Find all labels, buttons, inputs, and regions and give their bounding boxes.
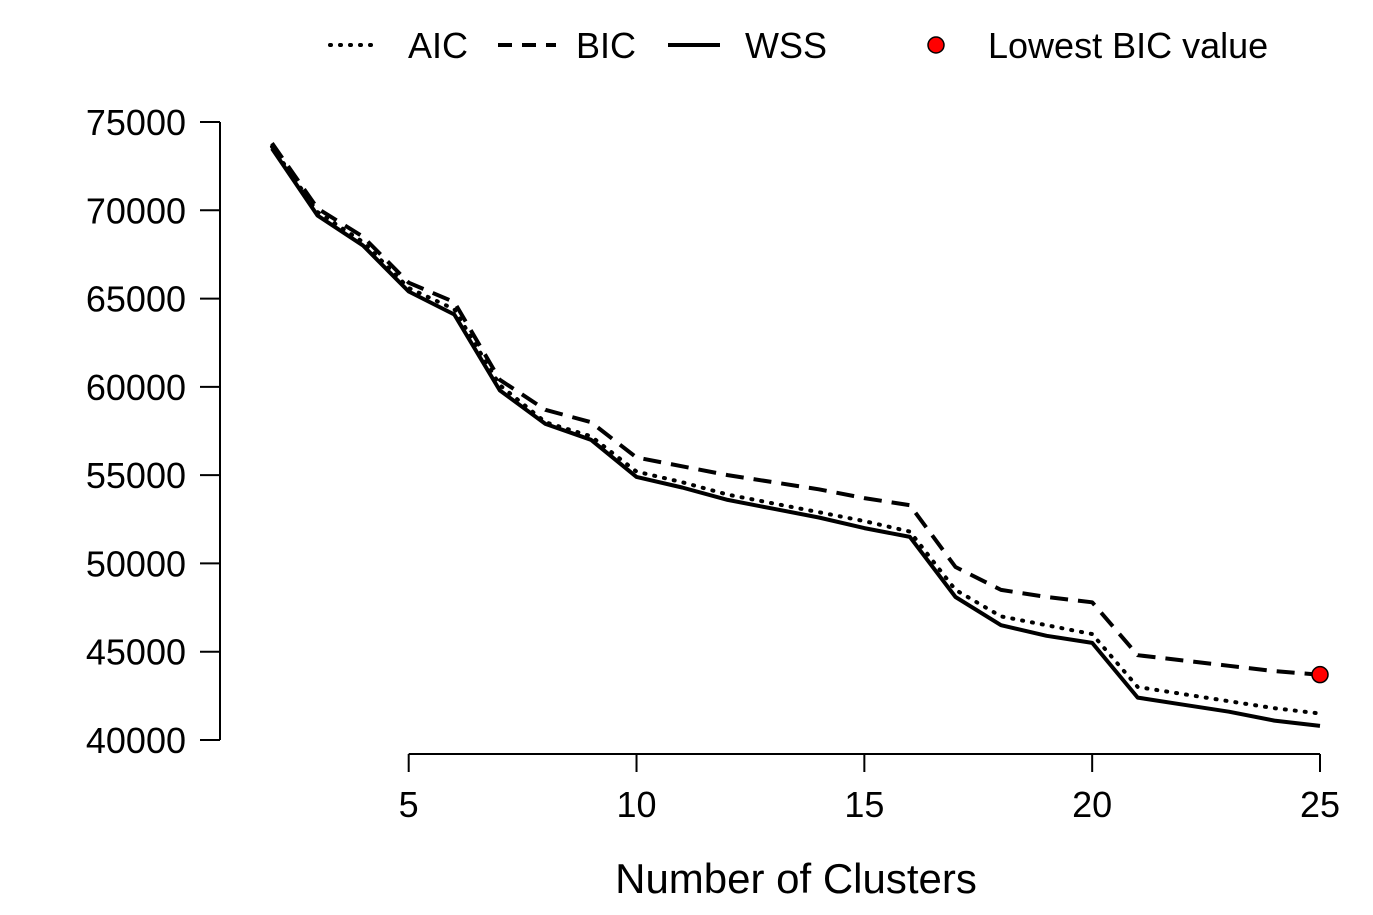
x-axis: 5 10 15 20 25 <box>399 753 1340 825</box>
series-line-bic <box>270 142 1321 677</box>
x-tick-label: 10 <box>616 784 656 825</box>
x-tick-label: 5 <box>399 784 419 825</box>
lowest-bic-point <box>1311 665 1329 684</box>
legend-wss-label: WSS <box>745 25 827 66</box>
y-tick-label: 55000 <box>86 455 186 496</box>
legend-highlight-marker <box>927 36 945 54</box>
series-lines <box>270 142 1322 728</box>
y-tick-label: 45000 <box>86 632 186 673</box>
x-axis-label: Number of Clusters <box>615 855 977 902</box>
y-tick-label: 60000 <box>86 367 186 408</box>
y-tick-label: 40000 <box>86 720 186 761</box>
legend-highlight-label: Lowest BIC value <box>988 25 1268 66</box>
x-tick-label: 20 <box>1072 784 1112 825</box>
y-tick-label: 50000 <box>86 543 186 584</box>
legend-bic-label: BIC <box>576 25 636 66</box>
series-line-wss <box>270 147 1321 728</box>
x-tick-label: 15 <box>844 784 884 825</box>
y-axis: 40000 45000 50000 55000 60000 65000 70000 75000 <box>86 102 221 761</box>
legend-aic-label: AIC <box>408 25 468 66</box>
y-tick-label: 65000 <box>86 279 186 320</box>
series-line-aic <box>270 144 1322 716</box>
legend: AIC BIC WSS Lowest BIC value <box>328 25 1268 66</box>
highlight-layer <box>1311 665 1329 684</box>
x-tick-label: 25 <box>1300 784 1340 825</box>
y-tick-label: 70000 <box>86 190 186 231</box>
y-tick-label: 75000 <box>86 102 186 143</box>
